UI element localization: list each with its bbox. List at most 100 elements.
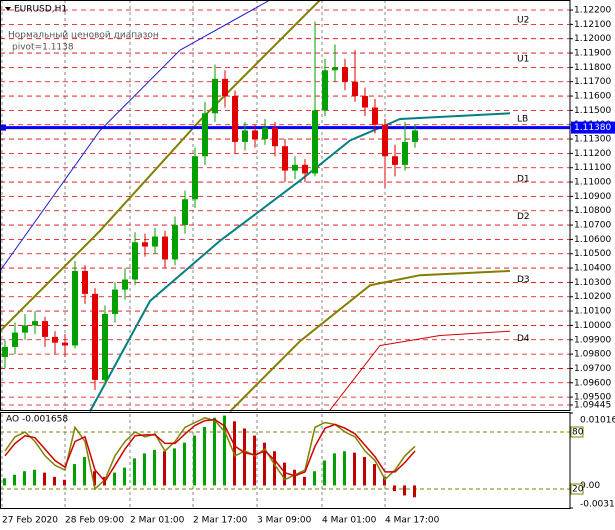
candle-body	[212, 78, 218, 114]
x-tick-label: 4 Mar 01:00	[322, 516, 377, 526]
y-tick-label: 1.10900	[574, 192, 611, 202]
candle-body	[202, 113, 208, 157]
candle-body	[232, 96, 238, 142]
ao-bar	[3, 478, 6, 486]
ao-bar	[213, 417, 216, 486]
y-tick-label: 1.09700	[574, 364, 611, 374]
ao-bar	[33, 469, 36, 486]
ao-bar	[353, 452, 356, 486]
oscillator-line	[4, 417, 416, 491]
y-tick-label: 1.11200	[574, 149, 611, 159]
indicator-line	[0, 0, 271, 272]
y-tick-label: 1.11300	[574, 135, 611, 145]
candle-body	[132, 242, 138, 280]
candle-body	[192, 156, 198, 200]
candle-body	[362, 96, 368, 108]
candle-body	[22, 325, 28, 333]
ao-frame	[0, 412, 571, 509]
current-price-box	[0, 124, 6, 131]
candle-body	[172, 225, 178, 260]
y-tick-label: 1.11100	[574, 163, 611, 173]
level-label: D3	[517, 275, 530, 285]
y-tick-label: 1.10200	[574, 292, 611, 302]
candle-body	[222, 78, 228, 97]
y-tick-label: 1.10000	[574, 321, 611, 331]
ao-bar	[43, 472, 46, 486]
ao-bar	[333, 453, 336, 486]
candle-body	[92, 293, 98, 380]
y-tick-label: 1.10300	[574, 278, 611, 288]
y-tick-label: 1.09800	[574, 350, 611, 360]
candle-body	[282, 146, 288, 171]
ao-bar	[203, 427, 206, 486]
candle-body	[332, 67, 338, 71]
ao-bar	[393, 485, 396, 492]
ao-bar	[363, 456, 366, 486]
level-label: U1	[517, 54, 529, 64]
ao-bar	[403, 485, 406, 496]
candle-body	[162, 236, 168, 260]
ao-bar	[173, 448, 176, 486]
ao-bar	[73, 464, 76, 486]
ao-bar	[243, 428, 246, 486]
y-tick-label: 1.10800	[574, 206, 611, 216]
candle-body	[312, 110, 318, 174]
y-tick-label: 1.11900	[574, 49, 611, 59]
y-tick-label: 1.11000	[574, 178, 611, 188]
current-price-tag	[571, 121, 615, 134]
level-label: D4	[517, 334, 530, 344]
y-tick-label: 1.10500	[574, 249, 611, 259]
symbol-icon	[5, 7, 11, 11]
ao-bar	[133, 458, 136, 486]
candle-body	[52, 336, 58, 343]
candle-body	[122, 279, 128, 290]
ao-bar	[113, 472, 116, 486]
ao-bar	[143, 453, 146, 486]
main-frame	[0, 0, 571, 411]
candle-body	[402, 141, 408, 165]
candle-body	[262, 127, 268, 140]
ao-bar	[413, 485, 416, 498]
candle-body	[352, 81, 358, 97]
indicator-line	[89, 112, 511, 412]
y-tick-label: 0.00	[580, 481, 600, 491]
y-tick-label: 1.10400	[574, 264, 611, 274]
oscillator-line	[4, 418, 416, 483]
candle-body	[32, 321, 38, 326]
ao-bar	[383, 476, 386, 486]
x-tick-label: 4 Mar 17:00	[385, 516, 440, 526]
ao-bar	[343, 451, 346, 486]
ao-bar	[123, 467, 126, 486]
candle-body	[42, 321, 48, 337]
y-tick-label: -0.003163	[580, 500, 615, 510]
level-label: D1	[517, 175, 530, 185]
y-tick-label: 1.11600	[574, 92, 611, 102]
level-label: LB	[517, 114, 528, 124]
y-tick-label: 1.09600	[574, 378, 611, 388]
ao-bar	[63, 479, 66, 486]
ao-bar	[183, 442, 186, 486]
x-tick-label: 2 Mar 01:00	[130, 516, 185, 526]
candle-body	[152, 236, 158, 247]
candle-body	[292, 164, 298, 171]
candle-body	[142, 242, 148, 247]
candle-body	[182, 199, 188, 226]
candle-body	[372, 107, 378, 125]
ao-bar	[53, 476, 56, 486]
candle-body	[412, 130, 418, 142]
ao-bar	[283, 462, 286, 486]
candle-body	[82, 270, 88, 294]
ao-bar	[253, 435, 256, 486]
y-tick-label: 1.11500	[574, 106, 611, 116]
ao-title: AO -0.001658	[6, 415, 68, 425]
chart-title: EURUSD,H1	[14, 5, 67, 15]
candle-body	[272, 127, 278, 147]
ao-bar	[313, 471, 316, 486]
x-tick-label: 28 Feb 09:00	[65, 516, 124, 526]
y-tick-label: 1.09445	[574, 400, 611, 410]
ao-bar	[163, 451, 166, 486]
level-label: U2	[517, 16, 529, 26]
ao-bar	[23, 471, 26, 486]
